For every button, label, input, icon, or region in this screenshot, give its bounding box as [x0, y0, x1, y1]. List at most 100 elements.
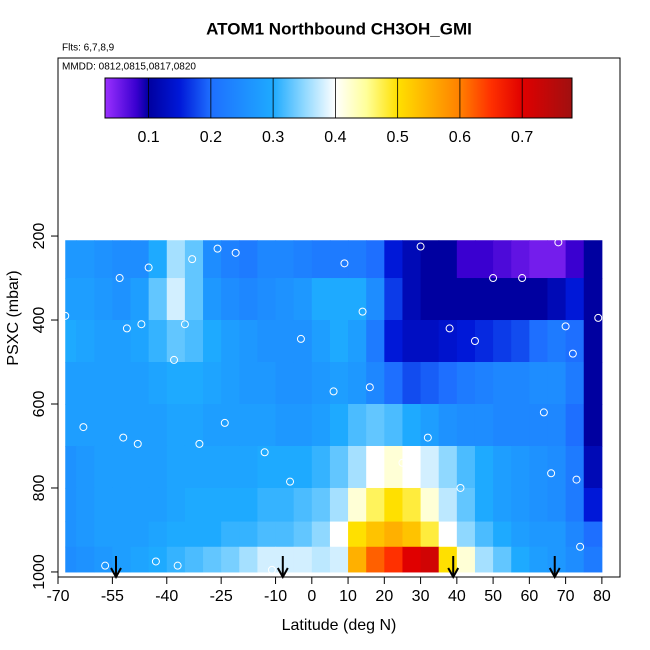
heat-cell	[311, 404, 331, 447]
heat-cell	[420, 278, 440, 321]
heat-cell	[565, 362, 585, 405]
heat-cell	[402, 278, 422, 321]
heat-cell	[311, 521, 331, 548]
heat-cell	[402, 487, 422, 523]
heat-cell	[348, 240, 367, 279]
x-tick-label: -25	[210, 588, 233, 605]
heat-cell	[257, 240, 277, 279]
heat-cell	[148, 278, 168, 321]
heat-cell	[366, 362, 385, 405]
heat-cell	[438, 487, 458, 523]
heat-cell	[456, 521, 476, 548]
heat-cell	[76, 240, 95, 279]
heat-cell	[130, 278, 150, 321]
heat-cell	[184, 320, 204, 363]
plot-frame	[57, 57, 621, 578]
x-tick-label: 40	[448, 588, 466, 605]
sample-point	[137, 320, 146, 329]
heat-cell	[493, 445, 512, 489]
heat-cell	[384, 240, 403, 279]
heat-cell	[547, 404, 567, 447]
sample-point	[398, 458, 407, 467]
y-tick-label: 1000	[31, 554, 48, 590]
heat-cell	[166, 487, 186, 523]
heat-cell	[348, 521, 367, 548]
heat-cell	[583, 278, 603, 321]
heat-cell	[311, 278, 331, 321]
heat-cell	[76, 278, 95, 321]
heat-cell	[402, 404, 422, 447]
heat-cell	[493, 240, 512, 279]
heat-cell	[366, 404, 385, 447]
heat-cell	[166, 240, 186, 279]
heat-cell	[94, 278, 113, 321]
heat-cell	[166, 362, 186, 405]
heat-cell	[384, 404, 403, 447]
heat-cell	[438, 320, 458, 363]
heat-cell	[384, 546, 403, 573]
heat-cell	[76, 320, 95, 363]
heat-cell	[76, 521, 95, 548]
heat-cell	[293, 404, 313, 447]
colorbar-tick-label: 0.5	[387, 129, 409, 146]
heat-cell	[166, 404, 186, 447]
heat-cell	[329, 278, 349, 321]
x-axis-label: Latitude (deg N)	[282, 617, 397, 634]
heat-cell	[547, 445, 567, 489]
heat-cell	[329, 240, 349, 279]
heat-cell	[275, 546, 295, 573]
sample-point	[572, 475, 581, 484]
heat-cell	[275, 278, 295, 321]
heat-cell	[384, 487, 403, 523]
heat-cell	[65, 404, 77, 447]
heat-cell	[275, 487, 295, 523]
heat-cell	[311, 240, 331, 279]
heat-cell	[239, 320, 258, 363]
sample-point	[122, 324, 131, 333]
heat-cell	[275, 362, 295, 405]
heat-cell	[511, 445, 530, 489]
heat-cell	[565, 487, 585, 523]
heat-cell	[348, 404, 367, 447]
heat-cell	[511, 278, 530, 321]
sample-point	[340, 259, 349, 268]
heat-cell	[311, 320, 331, 363]
heat-cell	[583, 320, 603, 363]
heat-cell	[402, 320, 422, 363]
heat-cell	[329, 404, 349, 447]
heat-cell	[221, 278, 240, 321]
heat-cell	[221, 320, 240, 363]
heat-cell	[94, 404, 113, 447]
heat-cell	[148, 487, 168, 523]
heat-cell	[239, 546, 258, 573]
heat-cell	[275, 521, 295, 548]
heat-cell	[239, 487, 258, 523]
heat-cell	[148, 240, 168, 279]
x-tick-label: -55	[101, 588, 124, 605]
heat-cell	[148, 546, 168, 573]
heat-cell	[384, 362, 403, 405]
heat-cell	[257, 487, 277, 523]
heat-cell	[402, 362, 422, 405]
y-tick-label: 400	[31, 307, 48, 334]
heat-cell	[438, 404, 458, 447]
heat-cell	[547, 487, 567, 523]
heat-cell	[456, 278, 476, 321]
heat-cell	[384, 445, 403, 489]
heat-cell	[257, 278, 277, 321]
heat-cell	[293, 546, 313, 573]
heat-cell	[275, 240, 295, 279]
heat-cell	[420, 521, 440, 548]
heat-cell	[583, 404, 603, 447]
sample-point	[554, 238, 563, 247]
heat-cell	[203, 404, 222, 447]
heat-cell	[420, 240, 440, 279]
sample-point	[594, 313, 603, 322]
sample-point	[119, 433, 128, 442]
heat-cell	[203, 240, 222, 279]
heat-cell	[529, 487, 548, 523]
heat-cell	[366, 240, 385, 279]
heat-cell	[184, 521, 204, 548]
heat-cell	[493, 320, 512, 363]
